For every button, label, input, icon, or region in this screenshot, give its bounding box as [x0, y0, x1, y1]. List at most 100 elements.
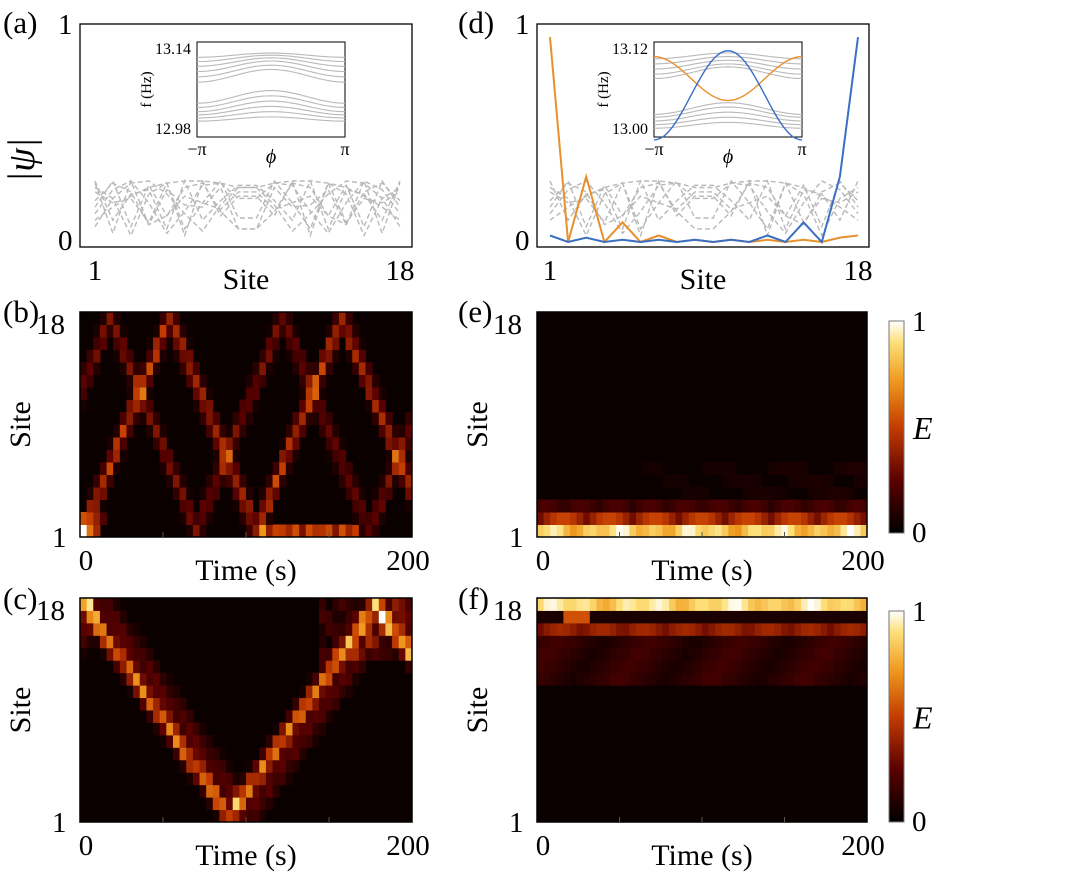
heatmap-cell: [853, 474, 861, 488]
heatmap-cell: [794, 462, 802, 475]
heatmap-cell: [246, 499, 254, 513]
heatmap-cell: [820, 647, 828, 661]
heatmap-cell: [708, 622, 716, 636]
heatmap-cell: [378, 512, 386, 525]
heatmap-cell: [93, 324, 101, 338]
heatmap-cell: [695, 598, 703, 611]
heatmap-cell: [682, 598, 690, 611]
heatmap-cell: [655, 672, 663, 686]
heatmap-cell: [378, 412, 386, 425]
heatmap-cell: [834, 660, 842, 674]
heatmap-cell: [252, 797, 260, 811]
heatmap-cell: [192, 387, 201, 400]
heatmap-cell: [86, 622, 94, 636]
inset-bulk-band: [654, 56, 802, 65]
heatmap-cell: [239, 424, 247, 438]
heatmap-cell: [345, 524, 353, 538]
heatmap-cell: [741, 598, 749, 611]
heatmap-cell: [675, 672, 683, 686]
heatmap-cell: [642, 512, 650, 525]
heatmap-cell: [708, 672, 716, 686]
heatmap-cell: [186, 374, 194, 388]
heatmap-cell: [119, 622, 127, 636]
heatmap-cell: [609, 512, 617, 525]
heatmap-cell: [246, 412, 254, 425]
heatmap-cell: [807, 474, 815, 488]
heatmap-cell: [721, 622, 729, 636]
heatmap-cell: [80, 512, 88, 525]
heatmap-cell: [239, 474, 247, 488]
heatmap-cell: [159, 424, 167, 438]
heatmap-cell: [682, 622, 690, 636]
heatmap-cell: [239, 784, 247, 798]
heatmap-cell: [319, 660, 327, 674]
heatmap-cell: [669, 474, 677, 488]
heatmap-cell: [787, 499, 795, 513]
heatmap-cell: [603, 660, 611, 674]
heatmap-cell: [774, 462, 782, 475]
heatmap-cell: [860, 610, 868, 624]
heatmap-cell: [139, 685, 147, 699]
heatmap-cell: [232, 449, 240, 463]
heatmap-cell: [319, 424, 327, 438]
heatmap-cell: [206, 797, 214, 811]
heatmap-cell: [305, 685, 313, 699]
heatmap-cell: [292, 722, 300, 736]
heatmap-cell: [688, 660, 696, 674]
heatmap-cell: [688, 672, 696, 686]
heatmap-cell: [715, 635, 723, 649]
heatmap-cell: [774, 512, 782, 525]
heatmap-cell: [768, 598, 776, 611]
inset-x-tick-label: −π: [187, 139, 206, 159]
heatmap-cell: [332, 672, 340, 686]
heatmap-cell: [172, 710, 181, 723]
heatmap-cell: [252, 362, 260, 375]
heatmap-cell: [179, 337, 187, 350]
heatmap-cell: [99, 337, 108, 350]
heatmap-cell: [86, 598, 94, 611]
heatmap-cell: [352, 610, 360, 624]
heatmap-cell: [159, 710, 167, 723]
heatmap-cell: [159, 324, 167, 338]
heatmap-cell: [609, 610, 617, 624]
heatmap-cell: [139, 697, 147, 711]
heatmap-cell: [675, 622, 683, 636]
heatmap-cell: [622, 647, 630, 661]
inset-bulk-band: [653, 63, 803, 75]
heatmap-cell: [133, 685, 141, 699]
heatmap-cell: [372, 610, 380, 624]
heatmap-cell: [603, 647, 611, 661]
heatmap-cell: [853, 660, 861, 674]
heatmap-cell: [166, 449, 174, 463]
heatmap-cell: [616, 598, 624, 611]
heatmap-cell: [695, 499, 703, 513]
heatmap-cell: [86, 362, 94, 375]
heatmap-cell: [319, 697, 327, 711]
heatmap-cell: [212, 784, 220, 798]
heatmap-cell: [768, 487, 776, 500]
heatmap-cell: [113, 635, 121, 649]
heatmap-cell: [741, 524, 749, 538]
heatmap-cell: [372, 635, 380, 649]
heatmap-cell: [106, 312, 114, 325]
heatmap-cell: [272, 772, 280, 786]
heatmap-cell: [860, 474, 868, 488]
heatmap-cell: [629, 524, 637, 538]
heatmap-cell: [642, 610, 650, 624]
heatmap-cell: [292, 437, 300, 450]
heatmap-cell: [352, 474, 360, 488]
heatmap-cell: [801, 474, 809, 488]
heatmap-cell: [365, 622, 373, 636]
heatmap-cell: [583, 635, 591, 649]
heatmap-cell: [385, 437, 393, 450]
heatmap-cell: [550, 524, 558, 538]
heatmap-cell: [834, 635, 842, 649]
heatmap-cell: [219, 759, 227, 773]
heatmap-cell: [708, 499, 716, 513]
heatmap-cell: [378, 610, 386, 624]
heatmap-cell: [113, 337, 121, 350]
heatmap-cell: [392, 424, 400, 438]
x-axis-label: Time (s): [651, 554, 752, 587]
heatmap-cell: [372, 487, 380, 500]
heatmap-cell: [642, 598, 650, 611]
